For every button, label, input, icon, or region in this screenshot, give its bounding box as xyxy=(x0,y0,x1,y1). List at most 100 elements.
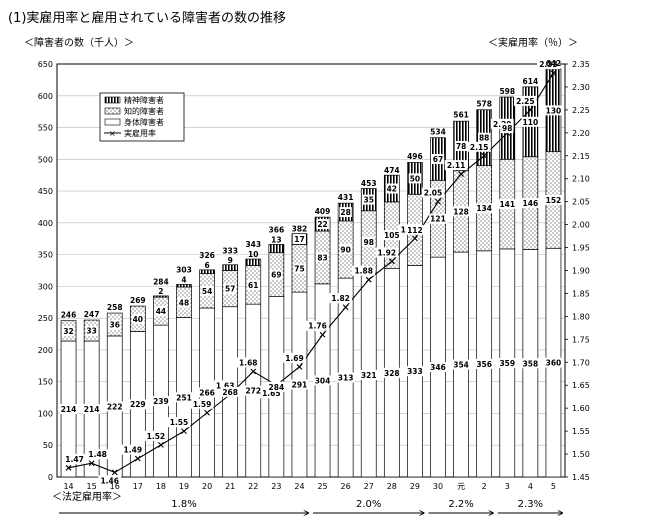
left-tick-label: 300 xyxy=(38,282,53,291)
label-intellectual: 32 xyxy=(63,327,73,336)
rate-label: 1.55 xyxy=(170,418,189,427)
label-physical-bg xyxy=(313,375,332,386)
rate-polyline xyxy=(68,72,554,474)
label-mental: 42 xyxy=(387,185,397,194)
rate-label-bg xyxy=(306,320,329,331)
right-tick-label: 1.85 xyxy=(572,289,590,298)
label-total: 578 xyxy=(476,100,492,109)
rate-marker xyxy=(412,235,418,242)
rate-marker xyxy=(181,428,187,434)
label-mental: 6 xyxy=(204,261,209,270)
label-intellectual: 57 xyxy=(225,285,235,294)
label-physical-bg xyxy=(244,385,263,396)
rate-label: 1.69 xyxy=(285,354,304,363)
label-intellectual-bg xyxy=(383,230,401,241)
label-intellectual-bg xyxy=(108,319,121,330)
label-physical: 229 xyxy=(130,400,146,409)
right-tick-label: 2.25 xyxy=(572,106,590,115)
label-physical: 284 xyxy=(269,383,285,392)
x-tick-label: 30 xyxy=(433,482,443,491)
left-tick-label: 650 xyxy=(38,60,53,69)
label-mental: 2 xyxy=(158,287,163,296)
x-tick-label: 2 xyxy=(482,482,487,491)
label-physical-bg xyxy=(129,399,147,410)
label-total: 303 xyxy=(176,265,192,274)
left-tick-label: 50 xyxy=(43,441,53,450)
left-tick-label: 500 xyxy=(38,155,53,164)
label-physical: 239 xyxy=(153,397,169,406)
left-tick-label: 600 xyxy=(38,92,53,101)
label-intellectual-bg xyxy=(429,213,447,224)
label-intellectual-bg xyxy=(247,279,260,290)
label-intellectual: 141 xyxy=(499,200,515,209)
label-mental: 28 xyxy=(340,208,350,217)
legal-rate-label: ＜法定雇用率＞ xyxy=(52,490,122,503)
label-total: 258 xyxy=(107,303,123,312)
right-axis-label: ＜実雇用率（％）＞ xyxy=(488,36,578,49)
right-tick-label: 1.65 xyxy=(572,381,590,390)
label-intellectual-bg xyxy=(475,203,493,214)
label-mental: 78 xyxy=(456,142,466,151)
rate-label-bg xyxy=(283,352,306,363)
bar-segment-mental xyxy=(222,264,239,271)
label-intellectual-bg xyxy=(362,236,375,247)
chart-title: (1)実雇用率と雇用されている障害者の数の推移 xyxy=(8,10,286,26)
x-tick-label: 29 xyxy=(410,482,420,491)
rate-label-bg xyxy=(144,430,168,441)
label-total: 614 xyxy=(523,77,539,86)
legend-label-intellectual: 知的障害者 xyxy=(124,106,164,116)
x-tick-label: 17 xyxy=(133,482,143,491)
rate-label: 1.68 xyxy=(239,358,258,367)
rate-marker xyxy=(158,441,164,448)
label-intellectual: 69 xyxy=(271,271,281,280)
label-intellectual: 54 xyxy=(202,287,212,296)
label-intellectual: 75 xyxy=(294,264,304,273)
label-total: 269 xyxy=(130,296,146,305)
rate-label-bg xyxy=(421,187,445,198)
label-total: 453 xyxy=(361,179,377,188)
bar-segment-mental xyxy=(153,295,169,298)
bar-segment-mental xyxy=(268,244,285,254)
label-total: 534 xyxy=(430,128,446,137)
label-mental: 35 xyxy=(364,196,374,205)
rate-marker xyxy=(65,464,72,471)
label-intellectual: 152 xyxy=(546,196,562,205)
rate-label-bg xyxy=(467,141,491,152)
x-tick-label: 22 xyxy=(248,482,258,491)
label-intellectual-bg xyxy=(316,252,329,263)
x-tick-label: 15 xyxy=(87,482,97,491)
label-total: 284 xyxy=(153,278,169,287)
data-labels: 2143224621433247222362582294026923944228… xyxy=(59,59,563,415)
label-intellectual-bg xyxy=(223,283,237,294)
label-total: 431 xyxy=(338,193,354,202)
label-physical: 214 xyxy=(84,405,100,414)
label-total: 382 xyxy=(292,224,308,233)
label-mental-bg xyxy=(544,105,563,116)
label-physical-bg xyxy=(267,381,286,392)
x-tick-label: 16 xyxy=(110,482,120,491)
legal-rate-value: 2.0% xyxy=(356,499,381,510)
rate-marker xyxy=(435,198,441,205)
label-mental: 110 xyxy=(523,118,539,127)
label-total: 561 xyxy=(453,111,469,120)
label-physical: 272 xyxy=(245,387,261,396)
label-intellectual: 134 xyxy=(476,204,492,213)
rate-label: 1.88 xyxy=(354,267,373,276)
rate-label-bg xyxy=(329,293,353,304)
label-intellectual-bg xyxy=(544,194,563,205)
x-tick-label: 19 xyxy=(179,482,189,491)
label-mental: 17 xyxy=(294,235,304,244)
legend-swatch-mental xyxy=(104,96,121,104)
rate-label: 1.76 xyxy=(308,322,327,331)
label-physical-bg xyxy=(198,387,216,398)
x-tick-label: 23 xyxy=(271,482,281,491)
x-tick-label: 5 xyxy=(551,482,556,491)
rate-label: 1.52 xyxy=(147,432,166,441)
right-tick-label: 1.55 xyxy=(572,427,590,436)
right-tick-label: 2.20 xyxy=(572,129,590,138)
right-tick-label: 1.80 xyxy=(572,312,590,321)
rate-label-bg xyxy=(190,398,214,409)
rate-label-bg xyxy=(121,444,145,455)
label-intellectual-bg xyxy=(131,313,145,324)
label-physical-bg xyxy=(336,372,355,383)
